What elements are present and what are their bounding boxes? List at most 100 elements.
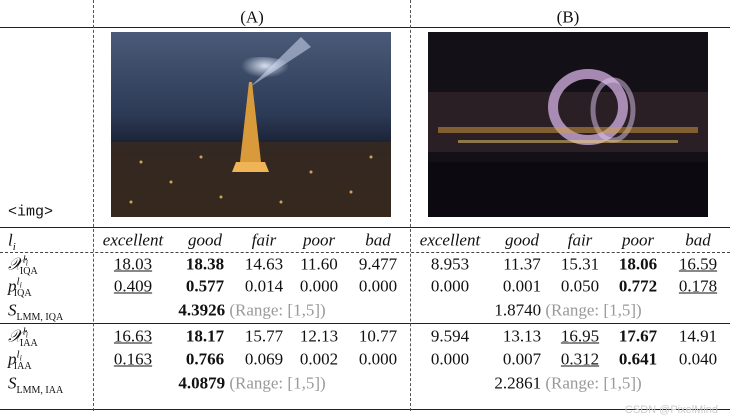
sup-subscript: i	[19, 281, 22, 291]
symbol: S	[8, 373, 17, 393]
subscript: i	[12, 240, 16, 253]
sup-subscript: i	[19, 354, 22, 364]
cell: 9.594	[430, 326, 470, 346]
score-value: 2.2861	[494, 373, 542, 393]
cell: 16.95	[560, 326, 600, 346]
symbol: 𝒳	[8, 254, 23, 274]
column-divider	[93, 0, 94, 411]
sup-symbol: l	[22, 325, 26, 338]
column-header: (A)	[240, 7, 264, 27]
cell: 18.38	[185, 254, 225, 274]
row-label: SLMM, IAA	[8, 373, 63, 396]
cell: 14.91	[678, 326, 718, 346]
cell: 16.59	[678, 254, 718, 274]
cell: 0.577	[185, 276, 225, 296]
row-label: 𝒳liIAA	[8, 325, 38, 348]
score: 1.8740 (Range: [1,5])	[494, 302, 641, 319]
cell: 0.000	[430, 276, 470, 296]
superscript: li	[22, 253, 28, 269]
cell: 0.002	[299, 349, 339, 369]
cell: 0.312	[560, 349, 600, 369]
level: good	[188, 230, 222, 250]
cell: 0.050	[560, 276, 600, 296]
sup-symbol: l	[16, 275, 20, 288]
cell: 18.03	[113, 254, 153, 274]
column-header: (B)	[556, 7, 580, 27]
score-range: (Range: [1,5])	[545, 373, 642, 393]
rule	[0, 27, 730, 28]
score: 2.2861 (Range: [1,5])	[494, 375, 641, 392]
row-label: pliIAA	[8, 348, 32, 371]
cell: 12.13	[299, 326, 339, 346]
symbol: l	[8, 230, 13, 250]
symbol: S	[8, 300, 17, 320]
level: poor	[621, 230, 655, 250]
level: excellent	[102, 230, 164, 250]
cell: 11.60	[300, 254, 338, 274]
symbol: 𝒳	[8, 326, 23, 346]
subscript: IAA	[13, 360, 32, 372]
dashed-rule	[0, 252, 730, 253]
score-range: (Range: [1,5])	[229, 373, 326, 393]
subscript: LMM, IQA	[16, 311, 64, 323]
cell: 14.63	[244, 254, 284, 274]
score-value: 4.3926	[178, 300, 226, 320]
cell: 0.641	[618, 349, 658, 369]
rule	[0, 323, 730, 324]
sup-symbol: l	[16, 348, 20, 361]
sup-subscript: i	[25, 259, 28, 269]
level: good	[505, 230, 539, 250]
cell: 10.77	[358, 326, 398, 346]
sup-subscript: i	[25, 331, 28, 341]
cell: 15.77	[244, 326, 284, 346]
image-label: <img>	[8, 203, 54, 221]
column-divider	[410, 0, 411, 411]
superscript: li	[16, 348, 22, 364]
cell: 0.000	[358, 349, 398, 369]
cell: 0.000	[430, 349, 470, 369]
score-range: (Range: [1,5])	[545, 300, 642, 320]
sup-symbol: l	[22, 253, 26, 266]
cell: 15.31	[560, 254, 600, 274]
cell: 0.000	[299, 276, 339, 296]
cell: 0.163	[113, 349, 153, 369]
cell: 0.001	[502, 276, 542, 296]
cell: 13.13	[502, 326, 542, 346]
symbol: p	[8, 276, 17, 296]
symbol: p	[8, 349, 17, 369]
subscript: IQA	[19, 265, 38, 277]
rule	[0, 409, 730, 410]
cell: 0.040	[678, 349, 718, 369]
level-row-label: li	[8, 230, 16, 253]
score-value: 1.8740	[494, 300, 542, 320]
subscript: LMM, IAA	[16, 384, 64, 396]
cell: 17.67	[618, 326, 658, 346]
subscript: IAA	[19, 337, 38, 349]
superscript: li	[22, 325, 28, 341]
watermark: CSDN @PixelMind	[624, 404, 718, 416]
cell: 18.06	[618, 254, 658, 274]
score-range: (Range: [1,5])	[229, 300, 326, 320]
level: bad	[685, 230, 711, 250]
row-label: SLMM, IQA	[8, 300, 63, 323]
cell: 16.63	[113, 326, 153, 346]
rule	[0, 227, 730, 228]
score: 4.3926 (Range: [1,5])	[178, 302, 325, 319]
score-value: 4.0879	[178, 373, 226, 393]
level: fair	[251, 230, 277, 250]
row-label: 𝒳liIQA	[8, 253, 38, 276]
cell: 0.007	[502, 349, 542, 369]
row-label: pliIQA	[8, 275, 32, 298]
cell: 11.37	[503, 254, 541, 274]
cell: 8.953	[430, 254, 470, 274]
level: excellent	[419, 230, 481, 250]
image-a	[111, 32, 391, 217]
level: bad	[365, 230, 391, 250]
cell: 0.069	[244, 349, 284, 369]
cell: 9.477	[358, 254, 398, 274]
score: 4.0879 (Range: [1,5])	[178, 375, 325, 392]
superscript: li	[16, 275, 22, 291]
cell: 0.766	[185, 349, 225, 369]
subscript: IQA	[13, 287, 32, 299]
